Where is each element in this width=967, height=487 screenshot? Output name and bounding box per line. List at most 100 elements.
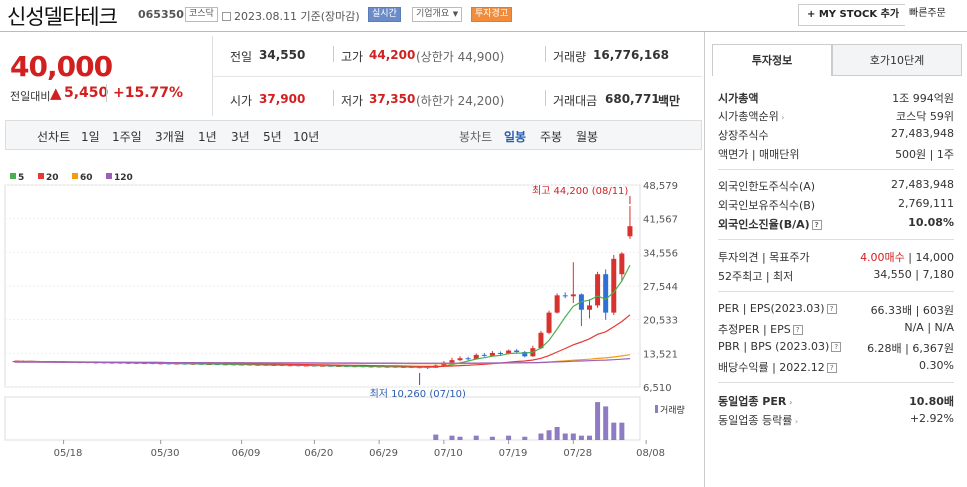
shares-value: 27,483,948 xyxy=(891,127,954,140)
chevron-right-icon: › xyxy=(786,398,793,407)
week52-value: 34,550 | 7,180 xyxy=(873,268,954,281)
volume-area xyxy=(4,396,641,441)
chart-tab-bar: 선차트 1일 1주일 3개월 1년 3년 5년 10년 봉차트 일봉 주봉 월봉 xyxy=(5,120,702,150)
tab-weekly[interactable]: 주봉 xyxy=(540,130,563,144)
help-icon[interactable]: ? xyxy=(792,325,803,335)
realtime-button[interactable]: 실시간 xyxy=(368,7,401,22)
legend-label: 120 xyxy=(114,173,133,183)
tab-1y[interactable]: 1년 xyxy=(198,130,217,144)
volume-value: 16,776,168 xyxy=(593,48,669,62)
candle-body xyxy=(498,352,503,354)
foreign-limit-label: 외국인한도주식수(A) xyxy=(718,180,816,193)
per-label: PER | EPS(2023.03)? xyxy=(718,302,837,315)
candle-body xyxy=(514,350,520,352)
candle-chart-label: 봉차트 xyxy=(459,130,493,144)
help-icon[interactable]: ? xyxy=(826,363,837,373)
dividend-text: 배당수익률 | 2022.12 xyxy=(718,361,825,374)
tab-hoga[interactable]: 호가10단계 xyxy=(832,44,962,76)
candle-body xyxy=(587,305,592,310)
candle-body xyxy=(603,274,609,313)
y-tick-label: 20,533 xyxy=(643,316,678,327)
foreign-ratio-value: 10.08% xyxy=(908,216,954,229)
y-tick-label: 41,567 xyxy=(643,215,678,226)
change-percent: +15.77% xyxy=(113,85,184,101)
volume-bar xyxy=(489,436,495,440)
tab-daily[interactable]: 일봉 xyxy=(504,130,527,144)
help-icon[interactable]: ? xyxy=(831,342,842,352)
candle-body xyxy=(619,253,625,275)
candle-body xyxy=(489,352,495,356)
low-label: 저가 xyxy=(341,94,364,108)
divider xyxy=(212,76,702,77)
market-cap-rank-label[interactable]: 시가총액순위 › xyxy=(718,108,784,124)
tab-5y[interactable]: 5년 xyxy=(263,130,282,144)
industry-rate-value: +2.92% xyxy=(909,412,954,425)
market-cap-rank-text: 시가총액순위 xyxy=(718,110,779,123)
volume-bar xyxy=(587,435,592,440)
tab-invest-info[interactable]: 투자정보 xyxy=(712,44,832,76)
high-value: 44,200 xyxy=(369,48,416,62)
volume-bar xyxy=(619,422,625,440)
open-value: 37,900 xyxy=(259,92,306,106)
candle-body xyxy=(546,312,552,333)
candle-body xyxy=(570,294,576,297)
volume-bar xyxy=(546,430,552,440)
chevron-down-icon: ▼ xyxy=(452,10,459,18)
candle-body xyxy=(554,295,560,313)
tab-10y[interactable]: 10년 xyxy=(293,130,320,144)
market-cap-value: 1조 994억원 xyxy=(892,92,954,105)
amount-unit: 백만 xyxy=(658,94,681,108)
x-tick-label: 06/09 xyxy=(232,448,261,459)
x-tick-label: 07/28 xyxy=(563,448,592,459)
foreign-ratio-label: 외국인소진율(B/A)? xyxy=(718,216,822,232)
legend-swatch xyxy=(106,173,112,179)
est-per-label: 추정PER | EPS? xyxy=(718,321,803,337)
add-mystock-button[interactable]: + MY STOCK 추가 xyxy=(798,4,909,26)
industry-per-label[interactable]: 동일업종 PER › xyxy=(718,393,792,409)
candle-body xyxy=(538,332,544,349)
divider xyxy=(718,382,954,383)
volume-legend-swatch xyxy=(655,405,658,413)
invest-info-panel: 투자정보 호가10단계 시가총액 1조 994억원 시가총액순위 › 코스닥 59위… xyxy=(712,44,962,484)
chevron-right-icon: › xyxy=(792,417,799,426)
opinion-rating: 4.00매수 xyxy=(860,251,905,264)
volume-bar xyxy=(562,433,568,440)
tab-3m[interactable]: 3개월 xyxy=(155,130,185,144)
industry-per-text: 동일업종 PER xyxy=(718,395,787,408)
opinion-value: 4.00매수 | 14,000 xyxy=(860,249,954,265)
calendar-icon xyxy=(222,12,231,21)
help-icon[interactable]: ? xyxy=(826,304,837,314)
x-tick-label: 07/10 xyxy=(434,448,463,459)
market-cap-rank-value: 코스닥 59위 xyxy=(896,110,954,123)
opinion-label: 투자의견 | 목표주가 xyxy=(718,251,810,264)
company-overview-button[interactable]: 기업개요 ▼ xyxy=(412,7,463,22)
candle-body xyxy=(522,351,528,357)
candle-body xyxy=(595,274,601,306)
help-icon[interactable]: ? xyxy=(811,220,822,230)
y-tick-label: 6,510 xyxy=(643,383,672,394)
volume-bar xyxy=(578,435,584,440)
quick-order-button[interactable]: 빠른주문 xyxy=(905,4,950,26)
y-tick-label: 34,556 xyxy=(643,248,678,259)
tab-3y[interactable]: 3년 xyxy=(231,130,250,144)
industry-rate-label[interactable]: 동일업종 등락률 › xyxy=(718,412,798,428)
date-label: 2023.08.11 기준(장마감) xyxy=(234,10,360,23)
x-tick-label: 06/20 xyxy=(304,448,333,459)
dividend-label: 배당수익률 | 2022.12? xyxy=(718,359,837,375)
candle-body xyxy=(627,226,633,237)
divider xyxy=(106,84,107,102)
candle-body xyxy=(465,358,471,360)
candle-body xyxy=(506,350,512,354)
amount-value: 680,771 xyxy=(605,92,660,106)
open-label: 시가 xyxy=(230,94,253,108)
stock-header: 신성델타테크 065350 코스닥 2023.08.11 기준(장마감) 실시간… xyxy=(0,0,967,30)
upper-limit-text: (상한가 44,900) xyxy=(416,50,505,64)
tab-monthly[interactable]: 월봉 xyxy=(576,130,599,144)
tab-1w[interactable]: 1주일 xyxy=(112,130,142,144)
candle-body xyxy=(611,258,617,313)
volume-bar xyxy=(595,402,601,440)
shares-label: 상장주식수 xyxy=(718,129,769,142)
chevron-right-icon: › xyxy=(778,113,785,122)
per-text: PER | EPS(2023.03) xyxy=(718,302,825,315)
tab-1d[interactable]: 1일 xyxy=(81,130,100,144)
